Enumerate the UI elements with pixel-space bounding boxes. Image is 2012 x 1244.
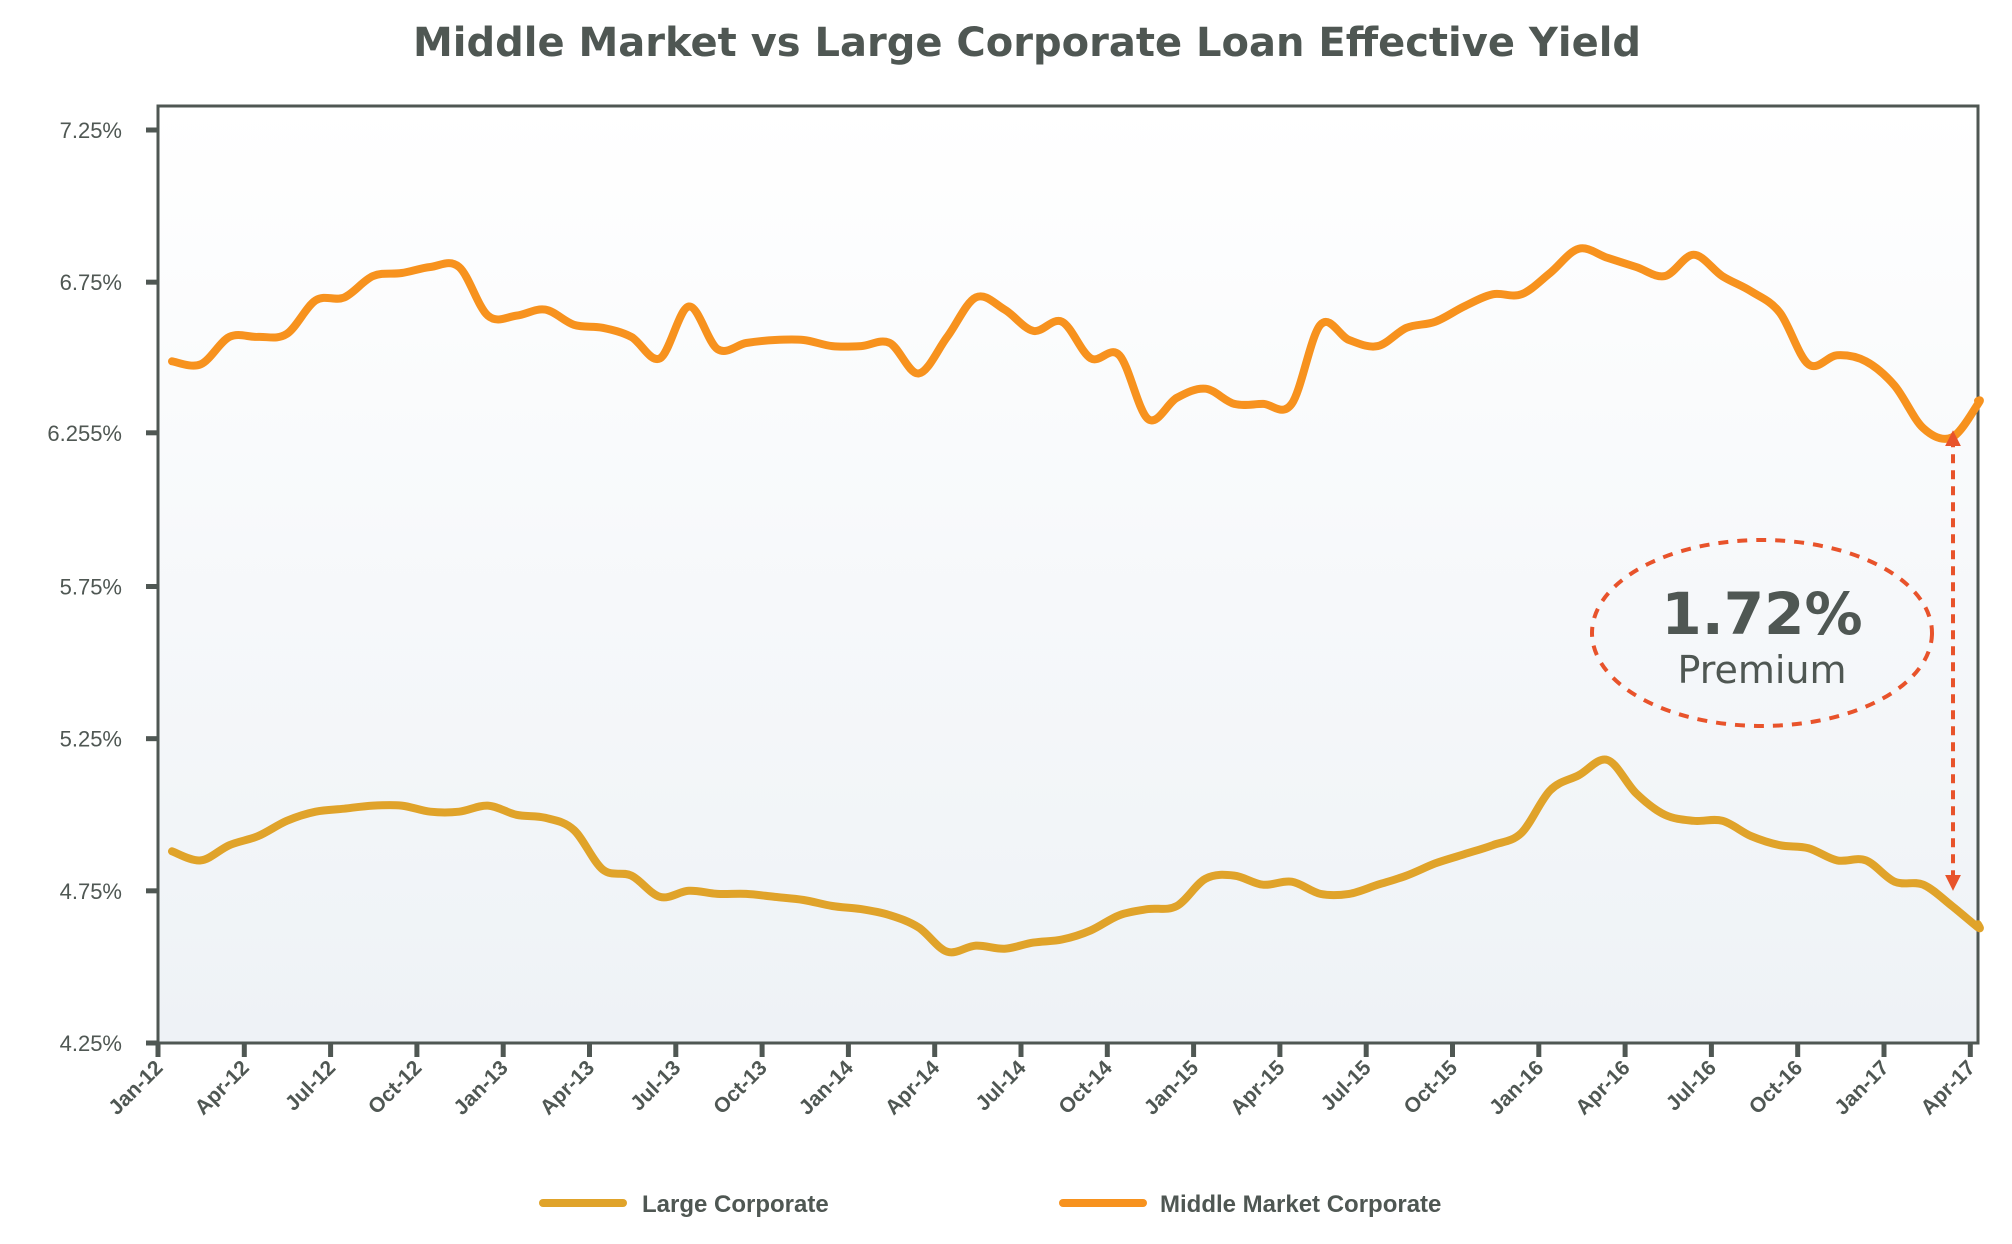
chart-title: Middle Market vs Large Corporate Loan Ef… <box>413 20 1641 66</box>
legend: Large Corporate Middle Market Corporate <box>539 1191 1441 1218</box>
x-tick-label: Jul-12 <box>281 1056 340 1115</box>
x-tick-label: Jul-16 <box>1662 1056 1721 1115</box>
plot-area <box>156 104 1980 1045</box>
series-layer <box>168 244 1984 957</box>
y-axis: 4.25% 4.75% 5.25% 5.75% 6.255% 6.75% 7.25% <box>47 118 158 1056</box>
x-tick-label: Apr-16 <box>1571 1056 1634 1119</box>
y-tick-label: 4.25% <box>60 1031 122 1056</box>
x-tick-label: Apr-14 <box>881 1056 945 1120</box>
x-tick-label: Apr-17 <box>1917 1056 1980 1119</box>
x-tick-label: Oct-13 <box>709 1056 771 1118</box>
x-tick-label: Apr-13 <box>536 1056 599 1119</box>
x-tick-label: Jul-13 <box>626 1056 685 1115</box>
y-tick-label: 4.75% <box>60 879 122 904</box>
x-tick-label: Jan-12 <box>104 1056 167 1119</box>
y-tick-label: 5.75% <box>60 575 122 600</box>
x-tick-label: Jul-15 <box>1317 1056 1376 1115</box>
x-tick-label: Jul-14 <box>971 1056 1030 1115</box>
x-tick-label: Oct-12 <box>364 1056 426 1118</box>
x-tick-label: Jan-14 <box>795 1056 859 1120</box>
legend-label-large-corporate: Large Corporate <box>642 1191 829 1218</box>
x-axis: Jan-12 Apr-12 Jul-12 Oct-12 Jan-13 Apr-13 Jul-… <box>104 1043 1980 1120</box>
x-tick-label: Oct-16 <box>1745 1056 1807 1118</box>
y-tick-label: 6.75% <box>60 270 122 295</box>
y-tick-label: 5.25% <box>60 727 122 752</box>
series-line-large-corporate <box>168 755 1984 957</box>
y-tick-label: 7.25% <box>60 118 122 143</box>
premium-ellipse <box>1590 538 1934 728</box>
series-line-middle-market-corporate <box>168 244 1984 443</box>
x-tick-label: Oct-14 <box>1054 1056 1117 1119</box>
premium-value: 1.72% <box>1661 580 1862 648</box>
x-tick-label: Oct-15 <box>1400 1056 1463 1119</box>
x-tick-label: Jan-15 <box>1140 1056 1204 1120</box>
x-tick-label: Apr-15 <box>1226 1056 1290 1120</box>
legend-label-middle-market: Middle Market Corporate <box>1160 1191 1441 1218</box>
premium-label: Premium <box>1677 648 1846 692</box>
y-tick-label: 6.255% <box>47 421 122 446</box>
x-tick-label: Jan-13 <box>449 1056 512 1119</box>
premium-annotation: 1.72% Premium <box>1590 430 1961 891</box>
x-tick-label: Jan-17 <box>1830 1056 1893 1119</box>
x-tick-label: Jan-16 <box>1485 1056 1548 1119</box>
x-tick-label: Apr-12 <box>191 1056 254 1119</box>
